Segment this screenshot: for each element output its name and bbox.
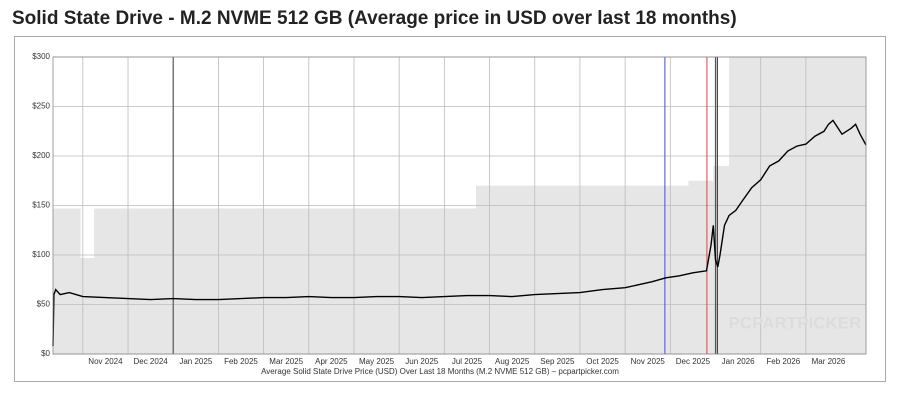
y-tick-label: $250	[32, 102, 50, 111]
y-tick-label: $50	[37, 300, 51, 309]
x-tick-label: Jul 2025	[452, 357, 483, 366]
y-tick-label: $100	[32, 250, 50, 259]
x-tick-label: Mar 2026	[812, 357, 846, 366]
x-tick-label: Feb 2026	[766, 357, 800, 366]
y-tick-label: $0	[41, 349, 50, 358]
plot-border	[52, 56, 867, 355]
x-tick-label: Dec 2025	[676, 357, 711, 366]
y-tick-label: $200	[32, 151, 50, 160]
x-tick-label: Nov 2024	[88, 357, 123, 366]
watermark: PCPARTPICKER	[729, 313, 862, 332]
x-tick-label: Jun 2025	[405, 357, 438, 366]
plot-area: PCPARTPICKER	[52, 56, 867, 355]
x-axis-label: Average Solid State Drive Price (USD) Ov…	[261, 367, 619, 376]
y-tick-label: $150	[32, 201, 50, 210]
x-tick-label: Sep 2025	[540, 357, 575, 366]
price-range-area	[53, 57, 866, 354]
chart-title: Solid State Drive - M.2 NVME 512 GB (Ave…	[12, 8, 737, 29]
x-tick-label: Oct 2025	[586, 357, 619, 366]
y-tick-label: $300	[32, 52, 50, 61]
x-tick-label: Mar 2025	[269, 357, 303, 366]
x-tick-label: May 2025	[359, 357, 395, 366]
x-tick-label: Jan 2025	[179, 357, 212, 366]
x-tick-label: Feb 2025	[224, 357, 258, 366]
x-tick-label: Aug 2025	[495, 357, 530, 366]
x-tick-label: Apr 2025	[315, 357, 348, 366]
average-price-line	[52, 119, 867, 347]
x-tick-label: Nov 2025	[631, 357, 666, 366]
x-tick-label: Jan 2026	[722, 357, 755, 366]
x-tick-label: Dec 2024	[133, 357, 168, 366]
